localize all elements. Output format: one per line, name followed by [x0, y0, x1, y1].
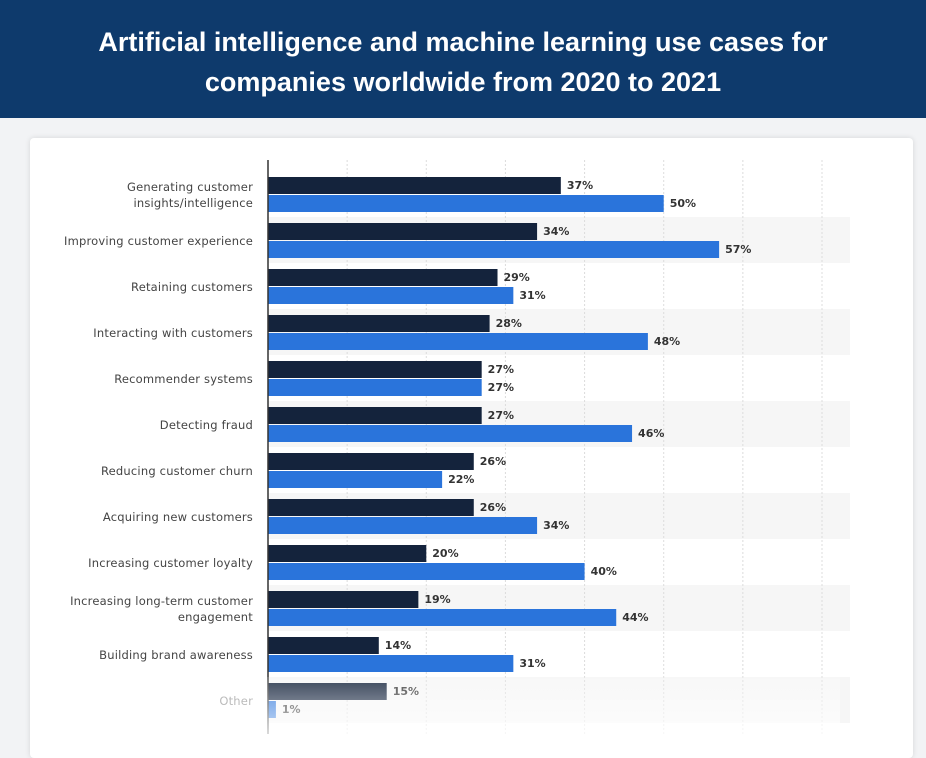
- bar: [268, 471, 443, 488]
- bar: [268, 499, 474, 516]
- bar: [268, 637, 379, 654]
- bar: [268, 545, 427, 562]
- value-label: 34%: [543, 225, 569, 238]
- category-label: Retaining customers: [131, 280, 253, 294]
- value-label: 37%: [567, 179, 593, 192]
- bar: [268, 195, 664, 212]
- bar: [268, 591, 419, 608]
- value-label: 57%: [725, 243, 751, 256]
- bar: [268, 269, 498, 286]
- value-label: 26%: [480, 455, 506, 468]
- bar: [268, 241, 720, 258]
- category-label: Reducing customer churn: [100, 464, 253, 478]
- bar: [268, 655, 514, 672]
- bar: [268, 609, 617, 626]
- value-label: 29%: [504, 271, 530, 284]
- value-label: 26%: [480, 501, 506, 514]
- category-label: Acquiring new customers: [102, 510, 253, 524]
- bar: [268, 223, 538, 240]
- category-label: Increasing customer loyalty: [88, 556, 253, 570]
- value-label: 20%: [432, 547, 458, 560]
- category-label: Recommender systems: [114, 372, 253, 386]
- category-label: Generating customer insights/intelligenc…: [126, 180, 253, 210]
- category-label: Improving customer experience: [64, 234, 253, 248]
- bar: [268, 287, 514, 304]
- bar: [268, 177, 561, 194]
- bar: [268, 379, 482, 396]
- chart-title: Artificial intelligence and machine lear…: [98, 27, 828, 97]
- value-label: 48%: [654, 335, 680, 348]
- value-label: 50%: [670, 197, 696, 210]
- bar: [268, 517, 538, 534]
- value-label: 28%: [496, 317, 522, 330]
- category-label: Increasing long-term customer engagement: [70, 594, 253, 624]
- bar: [268, 425, 633, 442]
- header: Artificial intelligence and machine lear…: [0, 0, 926, 118]
- fade-overlay: [40, 677, 840, 734]
- category-label: Other: [219, 694, 253, 708]
- value-label: 31%: [519, 289, 545, 302]
- value-label: 14%: [385, 639, 411, 652]
- value-label: 22%: [448, 473, 474, 486]
- value-label: 27%: [488, 409, 514, 422]
- value-label: 31%: [519, 657, 545, 670]
- category-label: Building brand awareness: [99, 648, 253, 662]
- bar: [268, 333, 648, 350]
- category-label: Detecting fraud: [159, 418, 253, 432]
- bar: [268, 407, 482, 424]
- value-label: 44%: [622, 611, 648, 624]
- value-label: 46%: [638, 427, 664, 440]
- bar: [268, 361, 482, 378]
- category-label: Interacting with customers: [93, 326, 253, 340]
- value-label: 19%: [424, 593, 450, 606]
- value-label: 27%: [488, 363, 514, 376]
- value-label: 40%: [591, 565, 617, 578]
- bar: [268, 315, 490, 332]
- bar: [268, 453, 474, 470]
- value-label: 27%: [488, 381, 514, 394]
- bar: [268, 563, 585, 580]
- value-label: 34%: [543, 519, 569, 532]
- chart: 37%34%29%28%27%27%26%26%20%19%14%15%50%5…: [40, 160, 840, 734]
